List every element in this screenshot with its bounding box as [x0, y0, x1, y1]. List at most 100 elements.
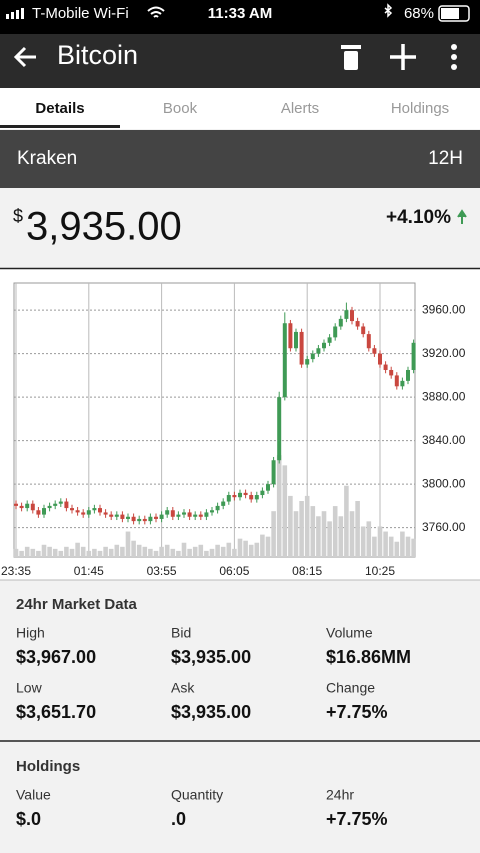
- candle-body: [226, 495, 231, 502]
- volume-bar: [349, 511, 355, 557]
- volume-bar: [360, 526, 366, 557]
- interval[interactable]: 12H: [428, 148, 463, 169]
- candle-body: [70, 508, 74, 511]
- tab[interactable]: Alerts: [281, 100, 319, 117]
- candle-body: [210, 510, 214, 513]
- field-value: $3,967.00: [16, 647, 96, 667]
- x-tick-label: 08:15: [292, 564, 322, 578]
- candle-body: [266, 484, 270, 491]
- candle-body: [322, 342, 326, 349]
- candle-body: [344, 310, 349, 319]
- candle-body: [232, 495, 237, 498]
- volume-bar: [338, 516, 344, 557]
- y-tick-label: 3960.00: [422, 302, 466, 316]
- volume-bar: [332, 506, 338, 557]
- volume-bar: [198, 544, 204, 557]
- candle-body: [277, 397, 282, 461]
- volume-bar: [243, 540, 248, 557]
- candle-body: [355, 321, 360, 327]
- volume-bar: [388, 536, 394, 557]
- candle-body: [120, 514, 125, 519]
- volume-bar: [58, 550, 64, 557]
- app-bar: [0, 34, 480, 88]
- candle-body: [81, 512, 86, 515]
- candle-body: [187, 512, 192, 517]
- exchange-name: Kraken: [17, 148, 77, 169]
- candle-body: [333, 326, 338, 338]
- clock: 11:33 AM: [208, 5, 272, 22]
- field-value: .0: [171, 809, 186, 829]
- tab[interactable]: Holdings: [391, 100, 449, 117]
- plot-border: [13, 282, 416, 558]
- field-value: +7.75%: [326, 809, 388, 829]
- y-tick-label: 3840.00: [422, 433, 466, 447]
- volume-bar: [92, 548, 97, 557]
- candle-body: [154, 516, 158, 519]
- candle-body: [53, 503, 58, 506]
- volume-bar: [248, 544, 254, 557]
- candle-body: [19, 505, 24, 509]
- field-value: $.0: [16, 809, 41, 829]
- volume-bar: [131, 540, 136, 557]
- bluetooth-icon: [384, 3, 393, 18]
- volume-bar: [271, 511, 276, 557]
- volume-bar: [377, 526, 383, 557]
- candle-body: [305, 359, 310, 365]
- candle-body: [36, 510, 41, 515]
- candle-body: [58, 501, 63, 504]
- menu-button[interactable]: [451, 44, 457, 70]
- volume-bar: [24, 546, 30, 557]
- candle-body: [406, 369, 410, 381]
- candle-body: [75, 510, 80, 513]
- volume-bar: [226, 542, 232, 557]
- volume-bar: [30, 548, 36, 557]
- candle-body: [47, 505, 52, 509]
- candle-body: [159, 514, 164, 519]
- candle-body: [114, 514, 119, 517]
- status-bar: [0, 0, 480, 34]
- up-arrow: [457, 209, 467, 224]
- candle-body: [394, 375, 399, 387]
- candle-body: [148, 516, 153, 522]
- add-button[interactable]: [390, 44, 416, 70]
- candle-body: [193, 514, 198, 517]
- candle-body: [176, 514, 181, 517]
- tab-bar: [0, 88, 480, 129]
- field-value: $16.86MM: [326, 647, 411, 667]
- field-value: +7.75%: [326, 702, 388, 722]
- candle-body: [137, 518, 142, 522]
- volume-bar: [366, 521, 372, 557]
- volume-bar: [181, 542, 187, 557]
- volume-bar: [120, 546, 125, 557]
- candle-body: [260, 490, 265, 496]
- field-value: $3,651.70: [16, 702, 96, 722]
- candle-body: [389, 369, 394, 376]
- volume-bar: [394, 541, 400, 557]
- delete-button[interactable]: [341, 45, 361, 70]
- tab[interactable]: Details: [35, 100, 84, 117]
- volume-bar: [19, 550, 24, 557]
- volume-bar: [254, 542, 260, 557]
- candle-body: [310, 353, 315, 360]
- volume-bar: [204, 550, 209, 557]
- x-tick-label: 06:05: [219, 564, 249, 578]
- candle-body: [350, 310, 354, 322]
- volume-bar: [41, 544, 47, 557]
- volume-bar: [75, 542, 80, 557]
- volume-bar: [170, 548, 176, 557]
- candle-body: [294, 331, 298, 349]
- candle-body: [109, 514, 114, 517]
- candle-body: [182, 512, 186, 515]
- field-label: Quantity: [171, 787, 223, 803]
- x-tick-label: 23:35: [1, 564, 31, 578]
- tab[interactable]: Book: [163, 100, 198, 117]
- candle-body: [14, 503, 18, 506]
- carrier: T-Mobile Wi-Fi: [32, 5, 129, 22]
- battery-fill: [441, 8, 459, 19]
- section-title: 24hr Market Data: [16, 596, 138, 613]
- currency-symbol: $: [13, 206, 23, 226]
- volume-bar: [310, 506, 316, 557]
- back-button[interactable]: [13, 46, 36, 68]
- volume-bar: [192, 546, 198, 557]
- wifi-icon: [147, 6, 165, 18]
